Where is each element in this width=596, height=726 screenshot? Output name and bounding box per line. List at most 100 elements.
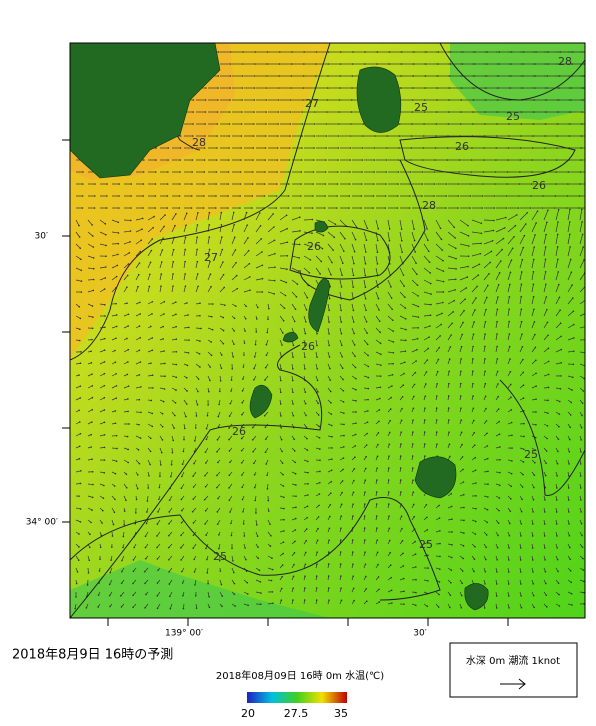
arrow-head	[281, 599, 283, 601]
arrow-head	[150, 326, 152, 328]
arrow-head	[154, 207, 156, 209]
arrow-head	[164, 388, 166, 390]
arrow-head	[185, 285, 187, 287]
arrow-head	[166, 207, 168, 209]
arrow-head	[316, 587, 318, 589]
arrow-head	[205, 451, 207, 453]
arrow-head	[292, 391, 294, 393]
arrow-head	[380, 353, 382, 355]
arrow-head	[328, 345, 330, 347]
arrow-head	[139, 302, 141, 304]
arrow-head	[313, 147, 315, 149]
arrow-head	[566, 207, 568, 209]
arrow-head	[174, 415, 176, 417]
arrow-head	[292, 599, 294, 601]
arrow-head	[343, 457, 345, 459]
arrow-head	[191, 195, 193, 197]
arrow-head	[249, 263, 251, 265]
arrow-head	[294, 541, 296, 543]
arrow-head	[104, 434, 106, 436]
arrow-head	[295, 518, 297, 520]
arrow-head	[217, 462, 219, 464]
arrow-head	[364, 551, 366, 553]
arrow-head	[132, 607, 134, 609]
arrow-head	[328, 575, 330, 577]
arrow-head	[79, 458, 81, 460]
arrow-head	[434, 159, 436, 161]
arrow-head	[133, 570, 135, 572]
arrow-head	[104, 326, 106, 328]
arrow-head	[125, 500, 127, 502]
arrow-head	[82, 207, 84, 209]
arrow-head	[325, 171, 327, 173]
arrow-head	[156, 547, 158, 549]
arrow-head	[163, 350, 165, 352]
arrow-head	[570, 259, 572, 261]
arrow-head	[118, 195, 120, 197]
arrow-head	[403, 285, 405, 287]
arrow-head	[104, 459, 106, 461]
arrow-head	[272, 569, 274, 571]
arrow-head	[593, 147, 595, 149]
arrow-head	[103, 485, 105, 487]
arrow-head	[306, 438, 308, 440]
arrow-head	[114, 485, 116, 487]
arrow-head	[110, 559, 112, 561]
arrow-head	[532, 547, 534, 549]
arrow-head	[547, 209, 549, 211]
arrow-head	[164, 375, 166, 377]
arrow-head	[210, 286, 212, 288]
arrow-head	[192, 547, 194, 549]
arrow-head	[581, 535, 583, 537]
arrow-head	[181, 476, 183, 478]
arrow-head	[288, 183, 290, 185]
arrow-head	[314, 123, 316, 125]
arrow-head	[475, 521, 477, 523]
arrow-head	[290, 99, 292, 101]
arrow-head	[266, 332, 268, 334]
arrow-head	[306, 528, 308, 530]
arrow-head	[355, 400, 357, 402]
arrow-head	[130, 220, 132, 222]
arrow-head	[175, 326, 177, 328]
arrow-head	[204, 123, 206, 125]
arrow-head	[508, 321, 510, 323]
arrow-head	[513, 236, 515, 238]
arrow-head	[192, 475, 194, 477]
arrow-head	[380, 343, 382, 345]
arrow-head	[97, 606, 99, 608]
arrow-head	[378, 589, 380, 591]
arrow-head	[468, 245, 470, 247]
arrow-head	[290, 123, 292, 125]
arrow-head	[388, 455, 390, 457]
arrow-head	[111, 546, 113, 548]
arrow-head	[473, 321, 475, 323]
arrow-head	[229, 499, 231, 501]
arrow-head	[277, 159, 279, 161]
arrow-head	[355, 422, 357, 424]
arrow-head	[474, 546, 476, 548]
arrow-head	[463, 545, 465, 547]
arrow-head	[280, 403, 282, 405]
arrow-head	[266, 87, 268, 89]
arrow-head	[400, 431, 402, 433]
arrow-head	[499, 497, 501, 499]
arrow-head	[128, 423, 130, 425]
arrow-head	[523, 423, 525, 425]
arrow-head	[164, 301, 166, 303]
arrow-head	[460, 395, 462, 397]
arrow-head	[475, 470, 477, 472]
arrow-head	[217, 439, 219, 441]
arrow-head	[257, 558, 259, 560]
arrow-head	[573, 337, 575, 339]
arrow-head	[521, 607, 523, 609]
arrow-head	[341, 286, 343, 288]
arrow-head	[372, 207, 374, 209]
arrow-head	[591, 195, 593, 197]
arrow-head	[413, 516, 415, 518]
arrow-head	[355, 367, 357, 369]
arrow-head	[506, 183, 508, 185]
arrow-head	[439, 581, 441, 583]
arrow-head	[556, 511, 558, 513]
arrow-head	[328, 599, 330, 601]
